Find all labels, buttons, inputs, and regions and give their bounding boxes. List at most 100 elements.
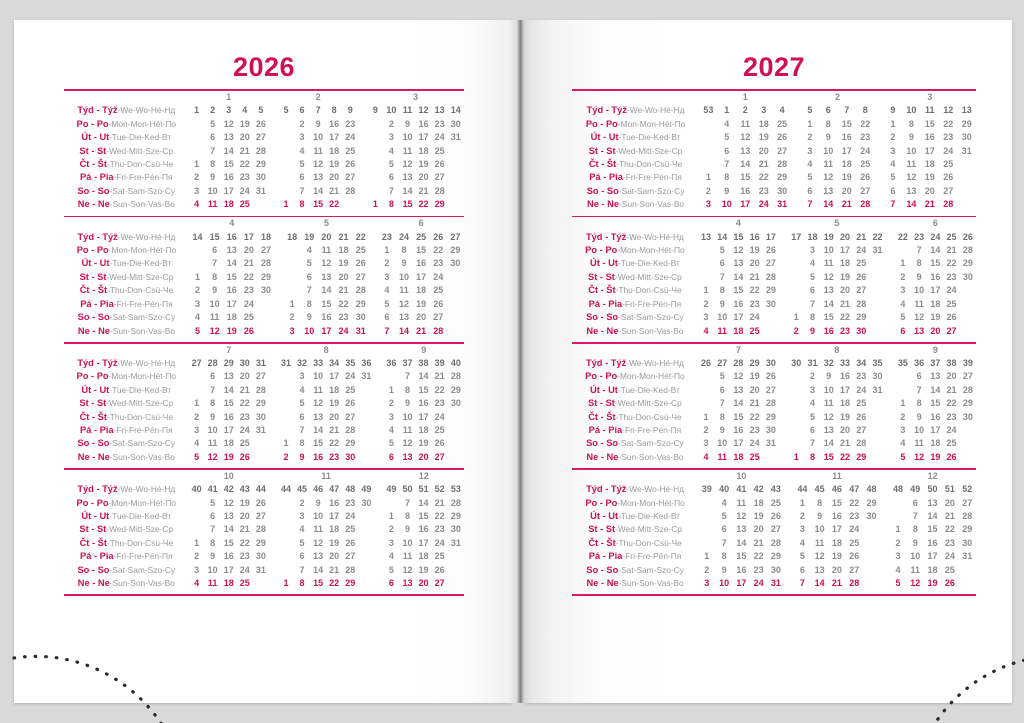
day-label-2: Út - Ut-Tue-Die-Ked-Вт bbox=[64, 131, 189, 144]
day-cell: 21 bbox=[243, 258, 254, 269]
calendar-row: So - So-Sat-Sam-Szo-Cy 4 11 18 25 2 9 16 23 30 6 13… bbox=[64, 311, 464, 324]
month-number: 2 bbox=[835, 92, 841, 102]
day-cell: 31 bbox=[355, 325, 366, 336]
day-cell: 26 bbox=[943, 172, 954, 183]
day-cell: 17 bbox=[418, 132, 429, 143]
day-label-translations: Mon-Mon-Hét-По bbox=[111, 371, 177, 382]
week-number-cell: 49 bbox=[910, 484, 921, 495]
day-cell: 1 bbox=[388, 510, 394, 521]
day-cell: 27 bbox=[434, 451, 445, 462]
day-cell: 16 bbox=[329, 118, 340, 129]
week-number-cell: 41 bbox=[736, 484, 747, 495]
week-number-cell: 39 bbox=[434, 357, 445, 368]
day-cell: 29 bbox=[434, 199, 445, 210]
day-cell: 29 bbox=[355, 298, 366, 309]
month-gap bbox=[275, 325, 284, 338]
day-label-3: St - St-Wed-Mitt-Sze-Cp bbox=[572, 523, 698, 536]
day-cell: 16 bbox=[418, 118, 429, 129]
day-label-5: Pá - Pia-Fri-Fre-Pén-Пя bbox=[64, 424, 189, 437]
week-number-cell: 4 bbox=[242, 105, 248, 116]
day-cell: 28 bbox=[345, 185, 356, 196]
month-gap bbox=[886, 344, 895, 357]
day-cell: 19 bbox=[758, 132, 769, 143]
day-cell: 23 bbox=[434, 398, 445, 409]
day-cell: 11 bbox=[914, 298, 924, 309]
day-label-code: Týd - Týž bbox=[77, 357, 118, 368]
day-cell: 11 bbox=[207, 438, 218, 449]
month-gap bbox=[269, 470, 278, 483]
day-label-code: Čt - Št bbox=[588, 411, 616, 422]
label-separator: - bbox=[626, 357, 630, 368]
day-cell: 10 bbox=[823, 145, 834, 156]
month-gap bbox=[269, 118, 278, 131]
week-number-cell: 5 bbox=[807, 105, 813, 116]
week-number-cell: 37 bbox=[402, 357, 413, 368]
month-gap bbox=[791, 145, 800, 158]
day-cell: 1 bbox=[283, 438, 289, 449]
day-label-translations: Wed-Mitt-Sze-Cp bbox=[617, 524, 682, 535]
month-gap bbox=[269, 384, 278, 397]
day-label-translations: Fri-Fre-Pén-Пя bbox=[116, 551, 173, 562]
day-cell bbox=[189, 523, 205, 536]
day-cell: 21 bbox=[434, 497, 445, 508]
day-cell: 16 bbox=[313, 451, 324, 462]
day-cell: 21 bbox=[839, 298, 850, 309]
day-cell: 9 bbox=[719, 298, 725, 309]
day-cell: 8 bbox=[721, 551, 727, 562]
day-cell: 29 bbox=[777, 172, 788, 183]
day-cell: 26 bbox=[777, 132, 788, 143]
day-cell bbox=[284, 284, 301, 297]
day-label-code: Pá - Pia bbox=[80, 424, 114, 435]
day-cell: 3 bbox=[299, 132, 305, 143]
day-cell bbox=[699, 158, 717, 171]
day-cell: 19 bbox=[418, 564, 429, 575]
month-gap bbox=[358, 118, 367, 131]
month-header-spacer bbox=[64, 344, 189, 357]
day-cell: 2 bbox=[283, 451, 289, 462]
day-label-translations: Mon-Mon-Hét-По bbox=[620, 245, 685, 256]
label-separator: - bbox=[618, 510, 621, 521]
label-separator: - bbox=[117, 105, 121, 116]
day-cell: 12 bbox=[910, 578, 921, 588]
day-cell bbox=[278, 523, 294, 536]
label-separator: - bbox=[106, 524, 110, 535]
day-cell bbox=[698, 384, 714, 397]
month-gap bbox=[369, 311, 378, 324]
week-number-cell: 45 bbox=[297, 484, 308, 495]
day-cell: 16 bbox=[321, 312, 332, 323]
week-number-cell: 48 bbox=[892, 484, 903, 495]
day-cell: 1 bbox=[194, 398, 200, 409]
day-label-7: Ne - Ne-Sun-Son-Vas-Bo bbox=[572, 451, 698, 464]
day-cell bbox=[358, 523, 374, 536]
label-separator: - bbox=[109, 510, 113, 521]
label-separator: - bbox=[615, 537, 619, 548]
day-cell: 28 bbox=[962, 245, 973, 256]
calendar-row: St - St-Wed-Mitt-Sze-Cp 1 8 15 22 29 5 12 19 26 2 9… bbox=[64, 397, 464, 410]
month-gap bbox=[374, 564, 383, 577]
day-cell: 5 bbox=[719, 245, 725, 256]
day-cell: 3 bbox=[895, 551, 901, 562]
day-cell: 14 bbox=[814, 578, 825, 588]
calendar-row: Ne - Ne-Sun-Son-Vas-Bo 3 10 17 24 31 7 14 21 28 5 1… bbox=[572, 577, 976, 590]
day-cell: 14 bbox=[927, 510, 938, 521]
day-cell: 4 bbox=[703, 325, 709, 336]
day-cell: 23 bbox=[946, 411, 957, 422]
day-cell: 30 bbox=[765, 298, 776, 309]
month-gap bbox=[779, 231, 788, 244]
day-cell: 10 bbox=[823, 384, 834, 395]
day-cell: 22 bbox=[753, 551, 764, 562]
month-number: 2 bbox=[315, 92, 321, 102]
week-number-cell: 31 bbox=[807, 357, 818, 368]
day-label-translations: Tue-Die-Ked-Вт bbox=[112, 510, 172, 521]
day-cell: 13 bbox=[223, 371, 234, 382]
month-header-spacer bbox=[572, 344, 698, 357]
day-label-6: So - So-Sat-Sam-Szo-Cy bbox=[572, 311, 698, 324]
day-cell: 8 bbox=[404, 510, 410, 521]
day-cell: 11 bbox=[313, 145, 323, 156]
day-cell: 27 bbox=[856, 285, 867, 296]
day-cell: 30 bbox=[856, 325, 867, 336]
day-cell bbox=[278, 171, 294, 184]
day-label-code: Ne - Ne bbox=[586, 325, 619, 336]
month-gap bbox=[269, 577, 278, 590]
week-number-cell: 35 bbox=[345, 357, 356, 368]
